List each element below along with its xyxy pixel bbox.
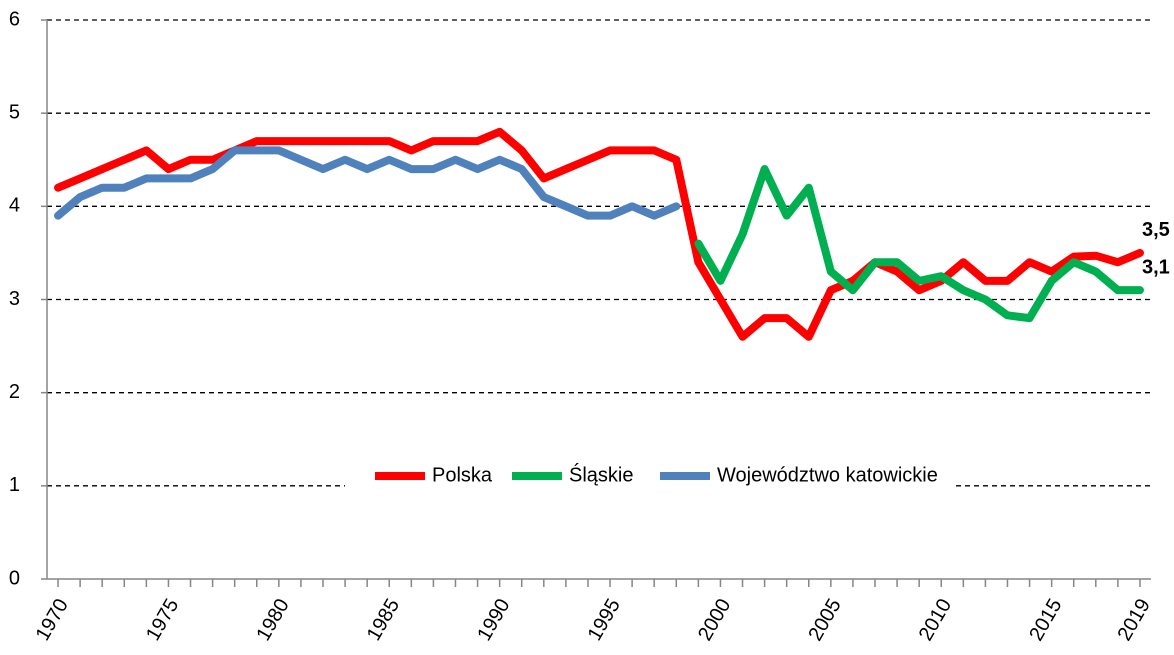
y-tick-label: 2 xyxy=(9,381,20,403)
x-tick-label: 1985 xyxy=(363,595,404,645)
x-tick-label: 1990 xyxy=(473,595,514,645)
x-tick-label: 1995 xyxy=(584,595,625,645)
y-tick-label: 1 xyxy=(9,474,20,496)
series-line xyxy=(694,165,1144,323)
legend: Polska Śląskie Województwo katowickie xyxy=(345,462,955,490)
x-tick-label: 1975 xyxy=(142,595,183,645)
data-label: 3,5 xyxy=(1142,219,1170,241)
y-tick-label: 4 xyxy=(9,195,20,217)
legend-box xyxy=(345,462,955,490)
legend-label: Polska xyxy=(432,464,493,486)
y-tick-label: 0 xyxy=(9,567,20,589)
x-tick-label: 1980 xyxy=(252,595,293,645)
x-tick-label: 2005 xyxy=(804,595,845,645)
legend-label: Śląskie xyxy=(569,462,633,486)
x-tick-label: 1970 xyxy=(32,595,73,645)
y-tick-label: 3 xyxy=(9,288,20,310)
x-tick-label: 2010 xyxy=(915,595,956,645)
y-tick-label: 5 xyxy=(9,101,20,123)
x-tick-label: 2000 xyxy=(694,595,735,645)
y-tick-label: 6 xyxy=(9,8,20,30)
x-tick-label: 2015 xyxy=(1025,595,1066,645)
legend-label: Województwo katowickie xyxy=(717,464,938,486)
x-tick-label: 2019 xyxy=(1114,595,1155,645)
data-label: 3,1 xyxy=(1142,256,1170,278)
series-line xyxy=(54,146,681,220)
